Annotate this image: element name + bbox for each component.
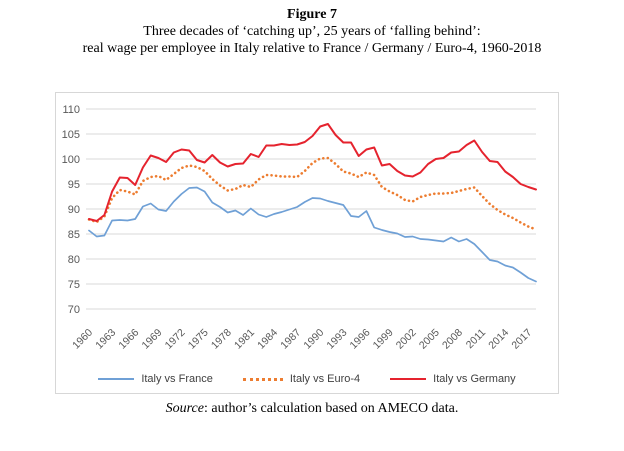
y-axis-label-100: 100 (62, 154, 80, 166)
x-axis-label-2005: 2005 (417, 327, 442, 352)
legend-item-italy-vs-france: Italy vs France (98, 373, 213, 385)
y-axis-label-110: 110 (62, 104, 80, 116)
x-axis-label-2017: 2017 (509, 327, 534, 352)
series-line-italy-vs-euro-4 (87, 156, 538, 231)
x-axis-label-1993: 1993 (324, 327, 349, 352)
x-axis-label-1966: 1966 (116, 327, 141, 352)
figure-title-line2: real wage per employee in Italy relative… (82, 41, 542, 56)
source-word: Source (165, 401, 204, 416)
euro4-dotted-swatch-icon (242, 377, 283, 381)
legend-label-italy-vs-germany: Italy vs Germany (433, 373, 516, 385)
chart-box: 110 105 100 95 90 85 80 75 70 1960 1963 1966 1969 197… (55, 92, 559, 394)
source-note: Source: author’s calculation based on AM… (0, 401, 624, 417)
y-axis-label-75: 75 (68, 279, 80, 291)
y-axis-label-80: 80 (68, 254, 80, 266)
legend-label-italy-vs-euro4: Italy vs Euro-4 (289, 373, 361, 385)
x-axis-label-1981: 1981 (232, 327, 257, 352)
x-axis-label-2011: 2011 (464, 327, 489, 352)
figure-title-block: Figure 7 Three decades of ‘catching up’,… (0, 6, 624, 57)
x-axis-label-1999: 1999 (371, 327, 396, 352)
y-axis-label-85: 85 (68, 229, 80, 241)
y-axis-label-70: 70 (68, 304, 80, 316)
x-axis-label-1960: 1960 (70, 327, 95, 352)
legend-item-italy-vs-germany: Italy vs Germany (390, 373, 516, 385)
figure-label: Figure 7 (287, 7, 337, 22)
x-axis-label-1990: 1990 (301, 327, 326, 352)
france-line-swatch-icon (98, 378, 135, 380)
legend-label-italy-vs-france: Italy vs France (141, 373, 213, 385)
x-axis-label-1969: 1969 (139, 327, 164, 352)
x-axis-label-2008: 2008 (440, 327, 465, 352)
germany-line-swatch-icon (390, 378, 427, 380)
y-axis-label-105: 105 (62, 129, 80, 141)
x-axis-label-1972: 1972 (163, 327, 188, 352)
y-axis-label-90: 90 (68, 204, 80, 216)
x-axis-label-1963: 1963 (93, 327, 118, 352)
source-text: : author’s calculation based on AMECO da… (203, 401, 459, 416)
x-axis-label-2014: 2014 (486, 327, 511, 352)
y-axis-label-95: 95 (68, 179, 80, 191)
x-axis-label-1975: 1975 (186, 327, 211, 352)
line-chart: 1101051009590858075701960196319661969197… (62, 104, 538, 352)
figure-title-line1: Three decades of ‘catching up’, 25 years… (143, 24, 481, 39)
series-line-italy-vs-france (88, 186, 537, 283)
series-line-italy-vs-germany (88, 123, 537, 222)
x-axis-label-1978: 1978 (209, 327, 234, 352)
x-axis-label-1996: 1996 (348, 327, 373, 352)
x-axis-label-1987: 1987 (278, 327, 303, 352)
chart-legend: Italy vs France Italy vs Euro-4 Italy vs… (56, 373, 558, 385)
x-axis-label-2002: 2002 (394, 327, 419, 352)
legend-item-italy-vs-euro4: Italy vs Euro-4 (242, 373, 361, 385)
x-axis-label-1984: 1984 (255, 327, 280, 352)
